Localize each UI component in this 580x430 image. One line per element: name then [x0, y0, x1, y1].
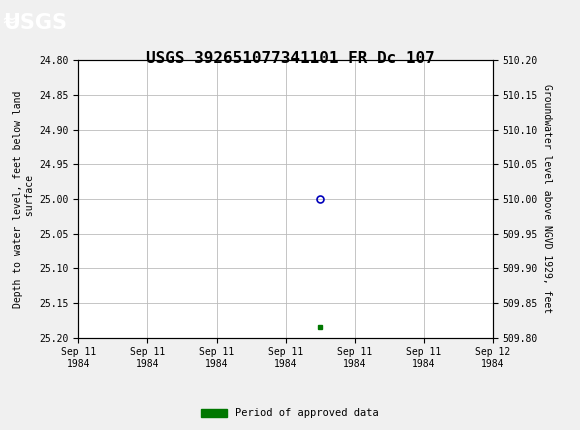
Y-axis label: Depth to water level, feet below land
 surface: Depth to water level, feet below land su… — [13, 90, 35, 307]
Text: ≈: ≈ — [1, 12, 16, 31]
Y-axis label: Groundwater level above NGVD 1929, feet: Groundwater level above NGVD 1929, feet — [542, 84, 552, 313]
Text: USGS: USGS — [3, 12, 67, 33]
Legend: Period of approved data: Period of approved data — [197, 404, 383, 423]
Text: USGS 392651077341101 FR Dc 107: USGS 392651077341101 FR Dc 107 — [146, 51, 434, 65]
